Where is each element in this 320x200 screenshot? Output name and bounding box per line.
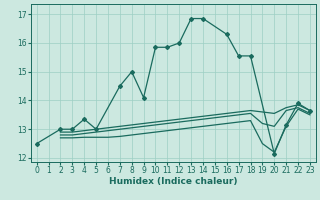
X-axis label: Humidex (Indice chaleur): Humidex (Indice chaleur) [109,177,237,186]
